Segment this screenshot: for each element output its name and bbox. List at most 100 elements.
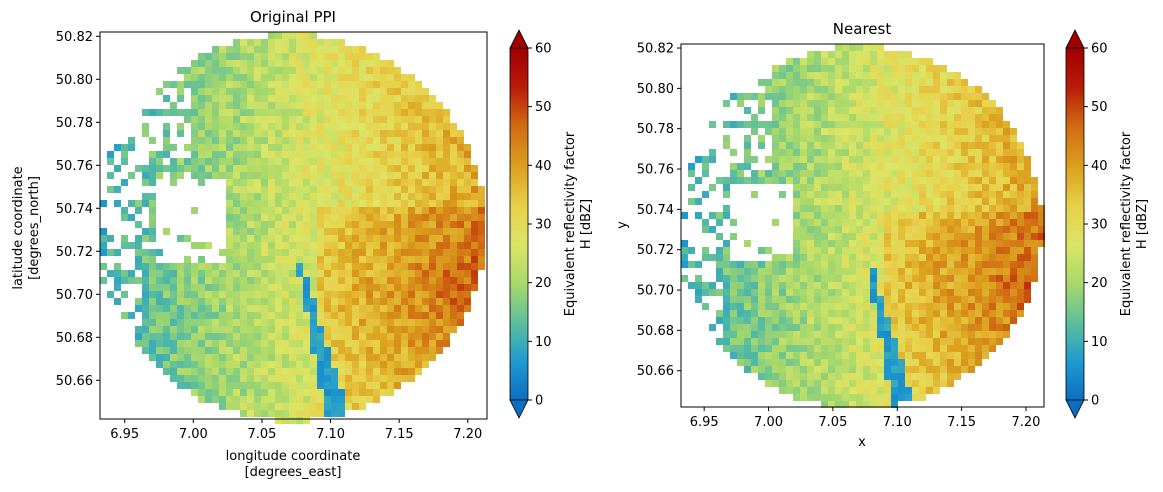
heatmap-cell — [296, 382, 303, 389]
heatmap-cell — [240, 284, 247, 291]
heatmap-cell — [408, 347, 415, 354]
heatmap-cell — [142, 326, 149, 333]
heatmap-cell — [1024, 240, 1031, 247]
heatmap-cell — [359, 326, 366, 333]
heatmap-cell — [345, 95, 352, 102]
heatmap-cell — [198, 137, 205, 144]
y-tick-label: 50.76 — [637, 163, 674, 178]
heatmap-cell — [905, 121, 912, 128]
heatmap-cell — [275, 396, 282, 403]
heatmap-cell — [919, 359, 926, 366]
heatmap-cell — [989, 170, 996, 177]
heatmap-cell — [317, 46, 324, 53]
heatmap-cell — [191, 137, 198, 144]
heatmap-cell — [863, 233, 870, 240]
heatmap-cell — [366, 361, 373, 368]
heatmap-cell — [282, 165, 289, 172]
heatmap-cell — [247, 277, 254, 284]
heatmap-cell — [758, 79, 765, 86]
heatmap-cell — [317, 270, 324, 277]
heatmap-cell — [401, 88, 408, 95]
heatmap-cell — [821, 317, 828, 324]
heatmap-cell — [254, 151, 261, 158]
heatmap-cell — [394, 130, 401, 137]
heatmap-cell — [401, 158, 408, 165]
heatmap-cell — [863, 79, 870, 86]
heatmap-cell — [401, 326, 408, 333]
heatmap-cell — [191, 389, 198, 396]
heatmap-cell — [394, 333, 401, 340]
heatmap-cell — [380, 214, 387, 221]
heatmap-cell — [996, 177, 1003, 184]
heatmap-cell — [912, 373, 919, 380]
heatmap-cell — [870, 121, 877, 128]
heatmap-cell — [905, 275, 912, 282]
heatmap-cell — [457, 144, 464, 151]
heatmap-cell — [716, 289, 723, 296]
heatmap-cell — [856, 275, 863, 282]
heatmap-cell — [338, 109, 345, 116]
heatmap-cell — [912, 149, 919, 156]
heatmap-cell — [856, 128, 863, 135]
heatmap-cell — [772, 261, 779, 268]
heatmap-cell — [345, 179, 352, 186]
heatmap-cell — [422, 158, 429, 165]
heatmap-cell — [779, 387, 786, 394]
heatmap-cell — [940, 142, 947, 149]
heatmap-cell — [254, 291, 261, 298]
heatmap-cell — [324, 410, 331, 417]
heatmap-cell — [968, 359, 975, 366]
heatmap-cell — [317, 333, 324, 340]
heatmap-cell — [772, 289, 779, 296]
heatmap-cell — [940, 303, 947, 310]
heatmap-cell — [303, 396, 310, 403]
heatmap-cell — [814, 296, 821, 303]
heatmap-cell — [996, 247, 1003, 254]
heatmap-cell — [835, 100, 842, 107]
heatmap-cell — [296, 361, 303, 368]
heatmap-cell — [163, 81, 170, 88]
heatmap-cell — [856, 296, 863, 303]
heatmap-cell — [933, 170, 940, 177]
heatmap-cell — [926, 72, 933, 79]
heatmap-cell — [814, 212, 821, 219]
heatmap-cell — [989, 331, 996, 338]
heatmap-cell — [198, 319, 205, 326]
heatmap-cell — [821, 212, 828, 219]
heatmap-cell — [289, 368, 296, 375]
heatmap-cell — [1010, 170, 1017, 177]
heatmap-cell — [1010, 282, 1017, 289]
heatmap-cell — [415, 368, 422, 375]
heatmap-cell — [723, 324, 730, 331]
heatmap-cell — [261, 340, 268, 347]
heatmap-cell — [877, 261, 884, 268]
heatmap-cell — [338, 137, 345, 144]
heatmap-cell — [884, 359, 891, 366]
heatmap-cell — [408, 186, 415, 193]
colorbar-tick-label: 60 — [1091, 42, 1108, 57]
heatmap-cell — [695, 282, 702, 289]
heatmap-cell — [275, 361, 282, 368]
heatmap-cell — [184, 256, 191, 263]
heatmap-cell — [786, 317, 793, 324]
heatmap-cell — [394, 284, 401, 291]
heatmap-cell — [415, 109, 422, 116]
heatmap-cell — [331, 256, 338, 263]
heatmap-cell — [737, 303, 744, 310]
heatmap-cell — [296, 410, 303, 417]
heatmap-cell — [359, 242, 366, 249]
heatmap-cell — [387, 326, 394, 333]
heatmap-cell — [443, 242, 450, 249]
heatmap-cell — [779, 352, 786, 359]
heatmap-cell — [877, 303, 884, 310]
heatmap-cell — [394, 95, 401, 102]
heatmap-cell — [359, 172, 366, 179]
heatmap-cell — [373, 347, 380, 354]
heatmap-cell — [310, 144, 317, 151]
heatmap-cell — [296, 284, 303, 291]
heatmap-cell — [254, 319, 261, 326]
heatmap-cell — [800, 324, 807, 331]
heatmap-cell — [331, 165, 338, 172]
heatmap-cell — [345, 347, 352, 354]
heatmap-cell — [828, 317, 835, 324]
